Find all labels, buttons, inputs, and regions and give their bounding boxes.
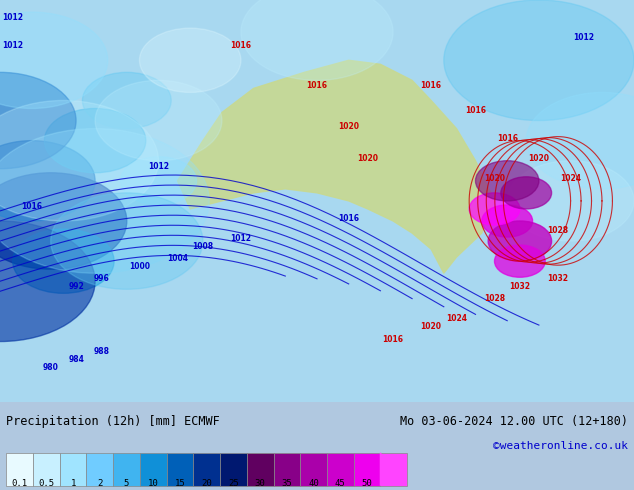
Text: 45: 45 [335, 479, 346, 488]
Text: 35: 35 [281, 479, 292, 488]
Circle shape [0, 173, 127, 269]
Bar [193, 453, 220, 486]
Text: 1016: 1016 [21, 202, 42, 211]
Circle shape [82, 73, 171, 128]
Circle shape [444, 0, 634, 121]
Circle shape [0, 128, 209, 273]
Circle shape [95, 80, 222, 161]
Bar [60, 453, 86, 486]
Text: 988: 988 [93, 346, 110, 356]
Text: Precipitation (12h) [mm] ECMWF: Precipitation (12h) [mm] ECMWF [6, 415, 220, 428]
Text: 1020: 1020 [484, 174, 505, 183]
Bar [273, 453, 301, 486]
Text: Mo 03-06-2024 12.00 UTC (12+180): Mo 03-06-2024 12.00 UTC (12+180) [399, 415, 628, 428]
Circle shape [482, 205, 533, 237]
Circle shape [241, 0, 393, 80]
Text: 1012: 1012 [2, 13, 23, 22]
Circle shape [139, 28, 241, 93]
Text: 0.5: 0.5 [38, 479, 55, 488]
Bar [167, 453, 193, 486]
Circle shape [51, 193, 203, 289]
Bar [380, 453, 407, 486]
Text: ©weatheronline.co.uk: ©weatheronline.co.uk [493, 441, 628, 451]
Bar [301, 453, 327, 486]
Text: 1016: 1016 [230, 41, 252, 50]
Circle shape [488, 221, 552, 261]
Text: 25: 25 [228, 479, 239, 488]
Text: 1024: 1024 [560, 174, 581, 183]
Text: 40: 40 [308, 479, 319, 488]
Circle shape [120, 157, 197, 205]
Text: 1000: 1000 [129, 262, 150, 271]
Circle shape [13, 229, 114, 294]
Bar [6, 453, 33, 486]
Text: 1012: 1012 [230, 234, 252, 243]
Polygon shape [178, 60, 495, 273]
Bar [327, 453, 354, 486]
Bar [354, 453, 380, 486]
Text: 1020: 1020 [420, 322, 442, 331]
Text: 980: 980 [42, 363, 59, 371]
Text: 30: 30 [255, 479, 266, 488]
Text: 1020: 1020 [357, 154, 378, 163]
Text: 1008: 1008 [192, 242, 214, 251]
Circle shape [501, 177, 552, 209]
Text: 1016: 1016 [382, 335, 404, 343]
Text: 10: 10 [148, 479, 158, 488]
Text: 1028: 1028 [484, 294, 505, 303]
Circle shape [44, 108, 146, 173]
Text: 1012: 1012 [2, 41, 23, 50]
Circle shape [0, 141, 95, 221]
Circle shape [507, 161, 634, 241]
Text: 1028: 1028 [547, 226, 569, 235]
Bar [86, 453, 113, 486]
Text: 50: 50 [361, 479, 372, 488]
Text: 1016: 1016 [338, 214, 359, 223]
Text: 1012: 1012 [148, 162, 169, 171]
Text: 992: 992 [68, 282, 84, 291]
Circle shape [469, 193, 520, 225]
Text: 1004: 1004 [167, 254, 188, 263]
Polygon shape [380, 453, 390, 486]
Text: 1016: 1016 [420, 81, 442, 90]
Text: 1012: 1012 [573, 33, 594, 42]
Bar [247, 453, 273, 486]
Bar [33, 453, 60, 486]
Circle shape [0, 100, 158, 221]
Text: 5: 5 [124, 479, 129, 488]
Text: 1020: 1020 [528, 154, 550, 163]
Text: 1032: 1032 [509, 282, 531, 291]
Text: 1032: 1032 [547, 274, 569, 283]
Text: 1: 1 [70, 479, 76, 488]
Circle shape [495, 245, 545, 277]
Text: 996: 996 [94, 274, 109, 283]
Circle shape [476, 161, 539, 201]
Text: 1016: 1016 [465, 105, 486, 115]
Text: 1016: 1016 [496, 134, 518, 143]
Text: 984: 984 [68, 355, 84, 364]
Circle shape [0, 12, 108, 108]
Bar [140, 453, 167, 486]
Circle shape [0, 221, 95, 342]
Bar [113, 453, 140, 486]
Circle shape [0, 73, 76, 169]
Text: 20: 20 [202, 479, 212, 488]
Text: 0.1: 0.1 [11, 479, 28, 488]
Bar [220, 453, 247, 486]
Text: 1016: 1016 [306, 81, 328, 90]
Text: 1020: 1020 [338, 122, 359, 130]
Circle shape [526, 93, 634, 189]
Text: 1024: 1024 [446, 315, 467, 323]
Text: 15: 15 [174, 479, 185, 488]
Text: 2: 2 [97, 479, 103, 488]
